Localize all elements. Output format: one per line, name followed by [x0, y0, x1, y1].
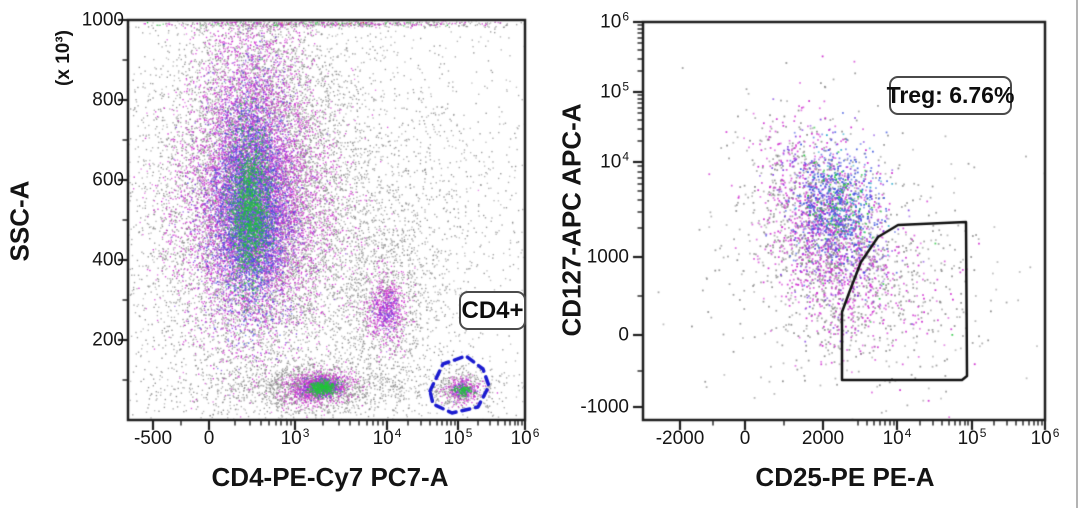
right-edge-separator: [1076, 0, 1078, 508]
